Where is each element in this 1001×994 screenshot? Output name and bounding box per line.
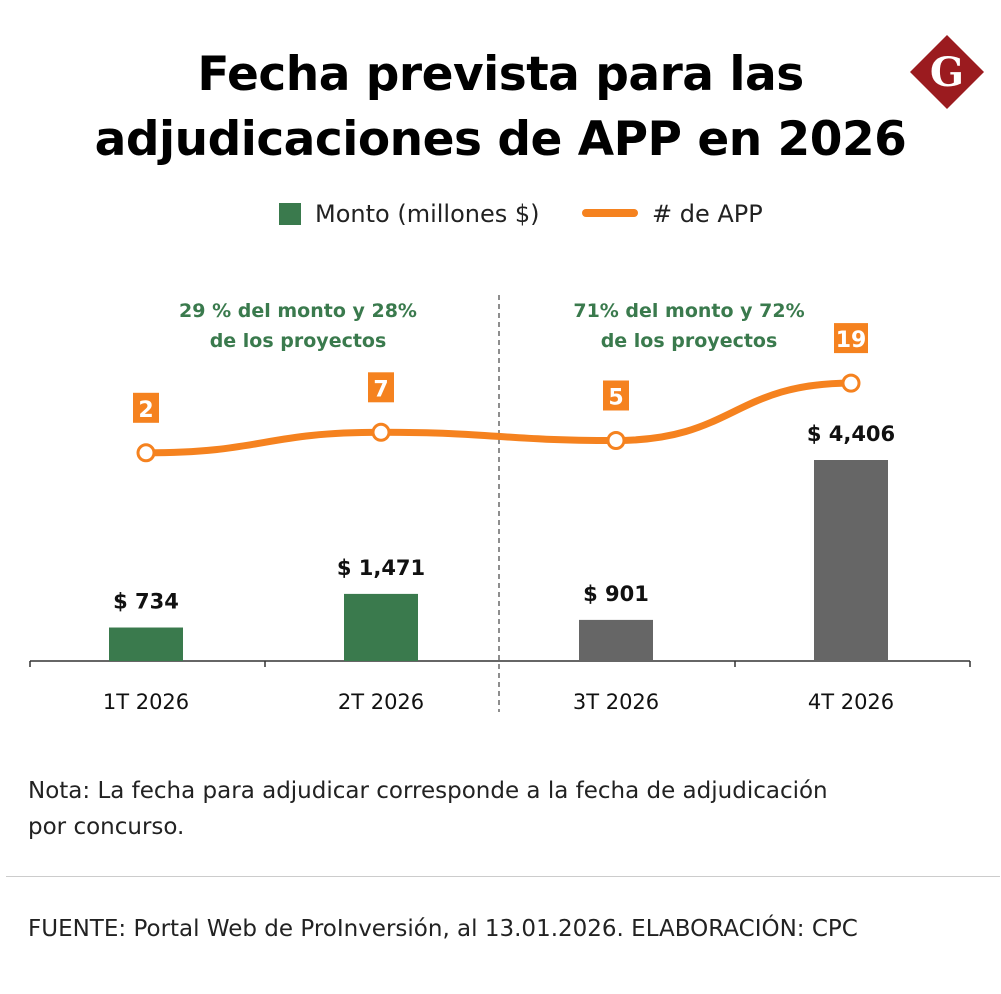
divider (6, 876, 1000, 877)
legend-line-swatch (582, 209, 638, 217)
line-value-box (368, 372, 394, 403)
line-point (841, 373, 861, 393)
category-label: 4T 2026 (808, 690, 894, 714)
legend-line: # de APP (582, 200, 763, 228)
legend-bar: Monto (millones $) (279, 200, 540, 228)
line-point (371, 422, 391, 442)
legend-line-label: # de APP (652, 200, 763, 228)
annotation-line2: de los proyectos (210, 330, 387, 352)
legend-bar-label: Monto (millones $) (315, 200, 540, 228)
line-value-box (603, 380, 629, 411)
bar-4 (814, 460, 888, 661)
line-point (136, 443, 156, 463)
legend-bar-swatch (279, 203, 301, 225)
bar-value-label: $ 1,471 (337, 556, 425, 580)
bar-3 (579, 619, 653, 661)
annotation-line1: 29 % del monto y 28% (179, 300, 417, 322)
line-value-box (834, 323, 868, 354)
category-label: 1T 2026 (103, 690, 189, 714)
annotation-line1: 71% del monto y 72% (573, 300, 804, 322)
bar-1 (109, 627, 183, 661)
logo-icon: G (910, 35, 984, 109)
line-value-label: 19 (836, 328, 867, 353)
line-value-label: 5 (608, 386, 623, 411)
category-label: 3T 2026 (573, 690, 659, 714)
note-line1: Nota: La fecha para adjudicar correspond… (28, 778, 828, 804)
chart-title-line1: Fecha prevista para las (197, 47, 804, 102)
category-label: 2T 2026 (338, 690, 424, 714)
line-value-box (133, 392, 159, 423)
note-line2: por concurso. (28, 814, 185, 840)
bar-value-label: $ 4,406 (807, 422, 895, 446)
bar-value-label: $ 734 (113, 590, 179, 614)
source-text: FUENTE: Portal Web de ProInversión, al 1… (28, 916, 858, 942)
line-point (606, 431, 626, 450)
chart-title-line2: adjudicaciones de APP en 2026 (94, 112, 907, 167)
bar-value-label: $ 901 (583, 582, 649, 606)
series-line (142, 379, 855, 457)
bar-2 (344, 593, 418, 661)
annotation-line2: de los proyectos (601, 330, 778, 352)
line-value-label: 2 (138, 398, 153, 423)
line-value-label: 7 (373, 377, 388, 402)
svg-text:G: G (930, 49, 964, 96)
